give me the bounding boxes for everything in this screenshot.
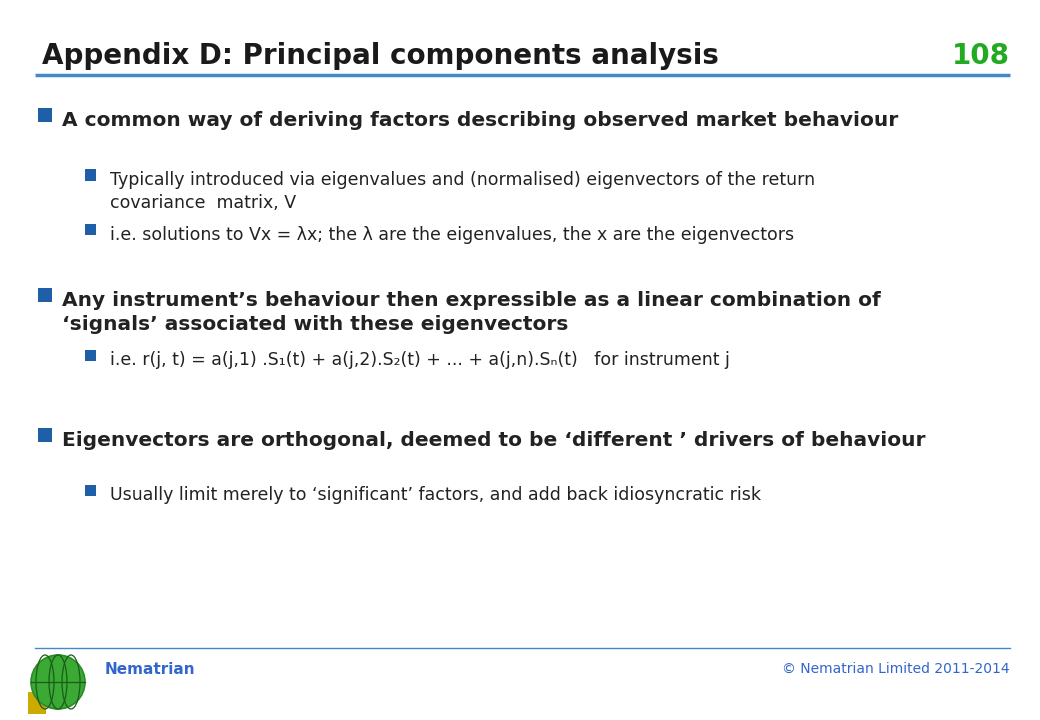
Bar bbox=[85, 169, 96, 181]
Text: 108: 108 bbox=[952, 42, 1010, 70]
Text: Eigenvectors are orthogonal, deemed to be ‘different ’ drivers of behaviour: Eigenvectors are orthogonal, deemed to b… bbox=[62, 431, 926, 450]
Text: Any instrument’s behaviour then expressible as a linear combination of
‘signals’: Any instrument’s behaviour then expressi… bbox=[62, 291, 881, 334]
Text: i.e. r(j, t) = a(j,1) .S₁(t) + a(j,2).S₂(t) + ... + a(j,n).Sₙ(t)   for instrumen: i.e. r(j, t) = a(j,1) .S₁(t) + a(j,2).S₂… bbox=[110, 351, 730, 369]
Text: Typically introduced via eigenvalues and (normalised) eigenvectors of the return: Typically introduced via eigenvalues and… bbox=[110, 171, 815, 212]
Text: A common way of deriving factors describing observed market behaviour: A common way of deriving factors describ… bbox=[62, 111, 899, 130]
Text: Nematrian: Nematrian bbox=[105, 662, 196, 677]
Bar bbox=[38, 428, 52, 442]
Text: Appendix D: Principal components analysis: Appendix D: Principal components analysi… bbox=[42, 42, 719, 70]
Text: Usually limit merely to ‘significant’ factors, and add back idiosyncratic risk: Usually limit merely to ‘significant’ fa… bbox=[110, 486, 761, 504]
Circle shape bbox=[31, 655, 85, 709]
Bar bbox=[38, 108, 52, 122]
Bar bbox=[85, 485, 96, 495]
Bar bbox=[38, 288, 52, 302]
Text: i.e. solutions to Vx = λx; the λ are the eigenvalues, the x are the eigenvectors: i.e. solutions to Vx = λx; the λ are the… bbox=[110, 226, 795, 244]
Bar bbox=[28, 692, 46, 714]
Bar bbox=[85, 225, 96, 235]
Bar bbox=[85, 349, 96, 361]
Text: © Nematrian Limited 2011-2014: © Nematrian Limited 2011-2014 bbox=[782, 662, 1010, 676]
